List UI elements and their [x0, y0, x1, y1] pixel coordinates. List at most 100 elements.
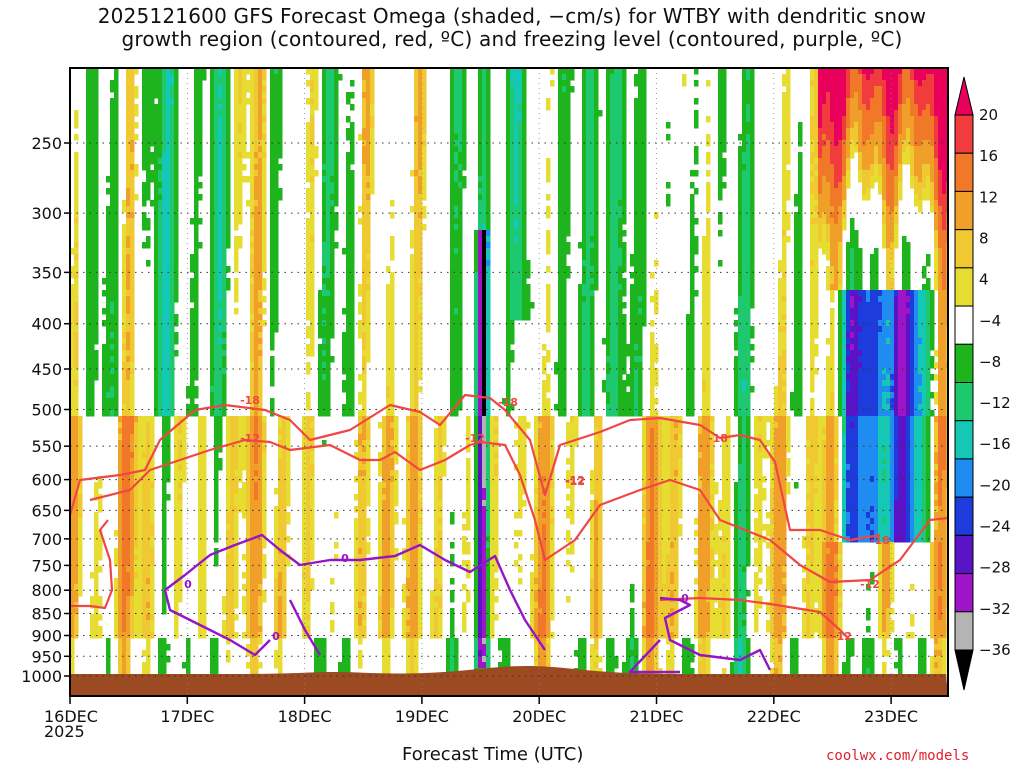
omega-cell: [354, 626, 359, 633]
omega-cell: [362, 122, 367, 129]
omega-cell: [270, 356, 275, 363]
omega-cell: [258, 98, 263, 105]
omega-cell: [238, 104, 243, 111]
omega-cell: [362, 212, 367, 219]
omega-cell: [362, 494, 367, 501]
omega-cell: [278, 596, 283, 603]
omega-cell: [382, 572, 387, 579]
omega-cell: [418, 320, 423, 327]
omega-cell: [90, 632, 95, 639]
omega-cell: [254, 524, 259, 531]
omega-cell: [138, 542, 143, 549]
omega-cell: [462, 176, 467, 183]
omega-cell: [238, 212, 243, 219]
omega-cell: [210, 218, 215, 225]
omega-cell: [162, 464, 167, 471]
omega-cell: [122, 410, 127, 417]
omega-cell: [234, 566, 239, 573]
omega-cell: [346, 224, 351, 231]
omega-cell: [410, 614, 415, 621]
omega-cell: [362, 410, 367, 417]
omega-cell: [262, 122, 267, 129]
omega-cell: [370, 92, 375, 99]
omega-cell: [350, 212, 355, 219]
omega-cell: [258, 164, 263, 171]
omega-cell: [358, 488, 363, 495]
omega-cell: [366, 206, 371, 213]
omega-cell: [110, 206, 115, 213]
omega-cell: [350, 104, 355, 111]
omega-cell: [238, 170, 243, 177]
omega-cell: [466, 518, 471, 525]
omega-cell: [130, 428, 135, 435]
omega-cell: [186, 410, 191, 417]
omega-cell: [222, 116, 227, 123]
omega-cell: [450, 512, 455, 519]
omega-cell: [114, 176, 119, 183]
omega-cell: [306, 326, 311, 333]
omega-cell: [262, 164, 267, 171]
omega-cell: [170, 188, 175, 195]
omega-cell: [274, 506, 279, 513]
omega-cell: [198, 68, 203, 75]
omega-cell: [102, 380, 107, 387]
omega-cell: [262, 530, 267, 537]
omega-cell: [162, 74, 167, 81]
omega-cell: [334, 212, 339, 219]
omega-cell: [74, 608, 79, 615]
omega-cell: [214, 152, 219, 159]
omega-cell: [278, 668, 283, 675]
omega-cell: [386, 524, 391, 531]
omega-cell: [86, 116, 91, 123]
omega-cell: [150, 440, 155, 447]
omega-cell: [162, 176, 167, 183]
omega-cell: [214, 122, 219, 129]
omega-cell: [310, 554, 315, 561]
omega-cell: [210, 380, 215, 387]
omega-cell: [462, 560, 467, 567]
omega-cell: [350, 302, 355, 309]
omega-cell: [70, 656, 75, 663]
omega-cell: [94, 218, 99, 225]
omega-cell: [110, 254, 115, 261]
omega-cell: [258, 560, 263, 567]
omega-cell: [130, 362, 135, 369]
omega-cell: [278, 86, 283, 93]
omega-cell: [150, 560, 155, 567]
omega-cell: [126, 626, 131, 633]
omega-cell: [202, 458, 207, 465]
omega-cell: [358, 566, 363, 573]
omega-cell: [262, 200, 267, 207]
omega-cell: [362, 206, 367, 213]
omega-cell: [210, 110, 215, 117]
omega-cell: [158, 356, 163, 363]
omega-cell: [226, 194, 231, 201]
omega-cell: [454, 314, 459, 321]
omega-cell: [330, 68, 335, 75]
omega-cell: [70, 362, 75, 369]
omega-cell: [238, 236, 243, 243]
omega-cell: [122, 512, 127, 519]
omega-cell: [90, 572, 95, 579]
omega-cell: [378, 620, 383, 627]
omega-cell: [410, 206, 415, 213]
omega-cell: [310, 476, 315, 483]
omega-cell: [370, 110, 375, 117]
omega-cell: [450, 308, 455, 315]
omega-cell: [262, 554, 267, 561]
omega-cell: [94, 212, 99, 219]
omega-cell: [234, 416, 239, 423]
omega-cell: [106, 650, 111, 657]
omega-cell: [418, 128, 423, 135]
omega-cell: [146, 242, 151, 249]
omega-cell: [246, 488, 251, 495]
omega-cell: [122, 284, 127, 291]
omega-cell: [334, 86, 339, 93]
omega-cell: [198, 164, 203, 171]
omega-cell: [382, 518, 387, 525]
omega-cell: [278, 536, 283, 543]
omega-cell: [126, 290, 131, 297]
omega-cell: [154, 128, 159, 135]
omega-cell: [158, 302, 163, 309]
omega-cell: [274, 314, 279, 321]
